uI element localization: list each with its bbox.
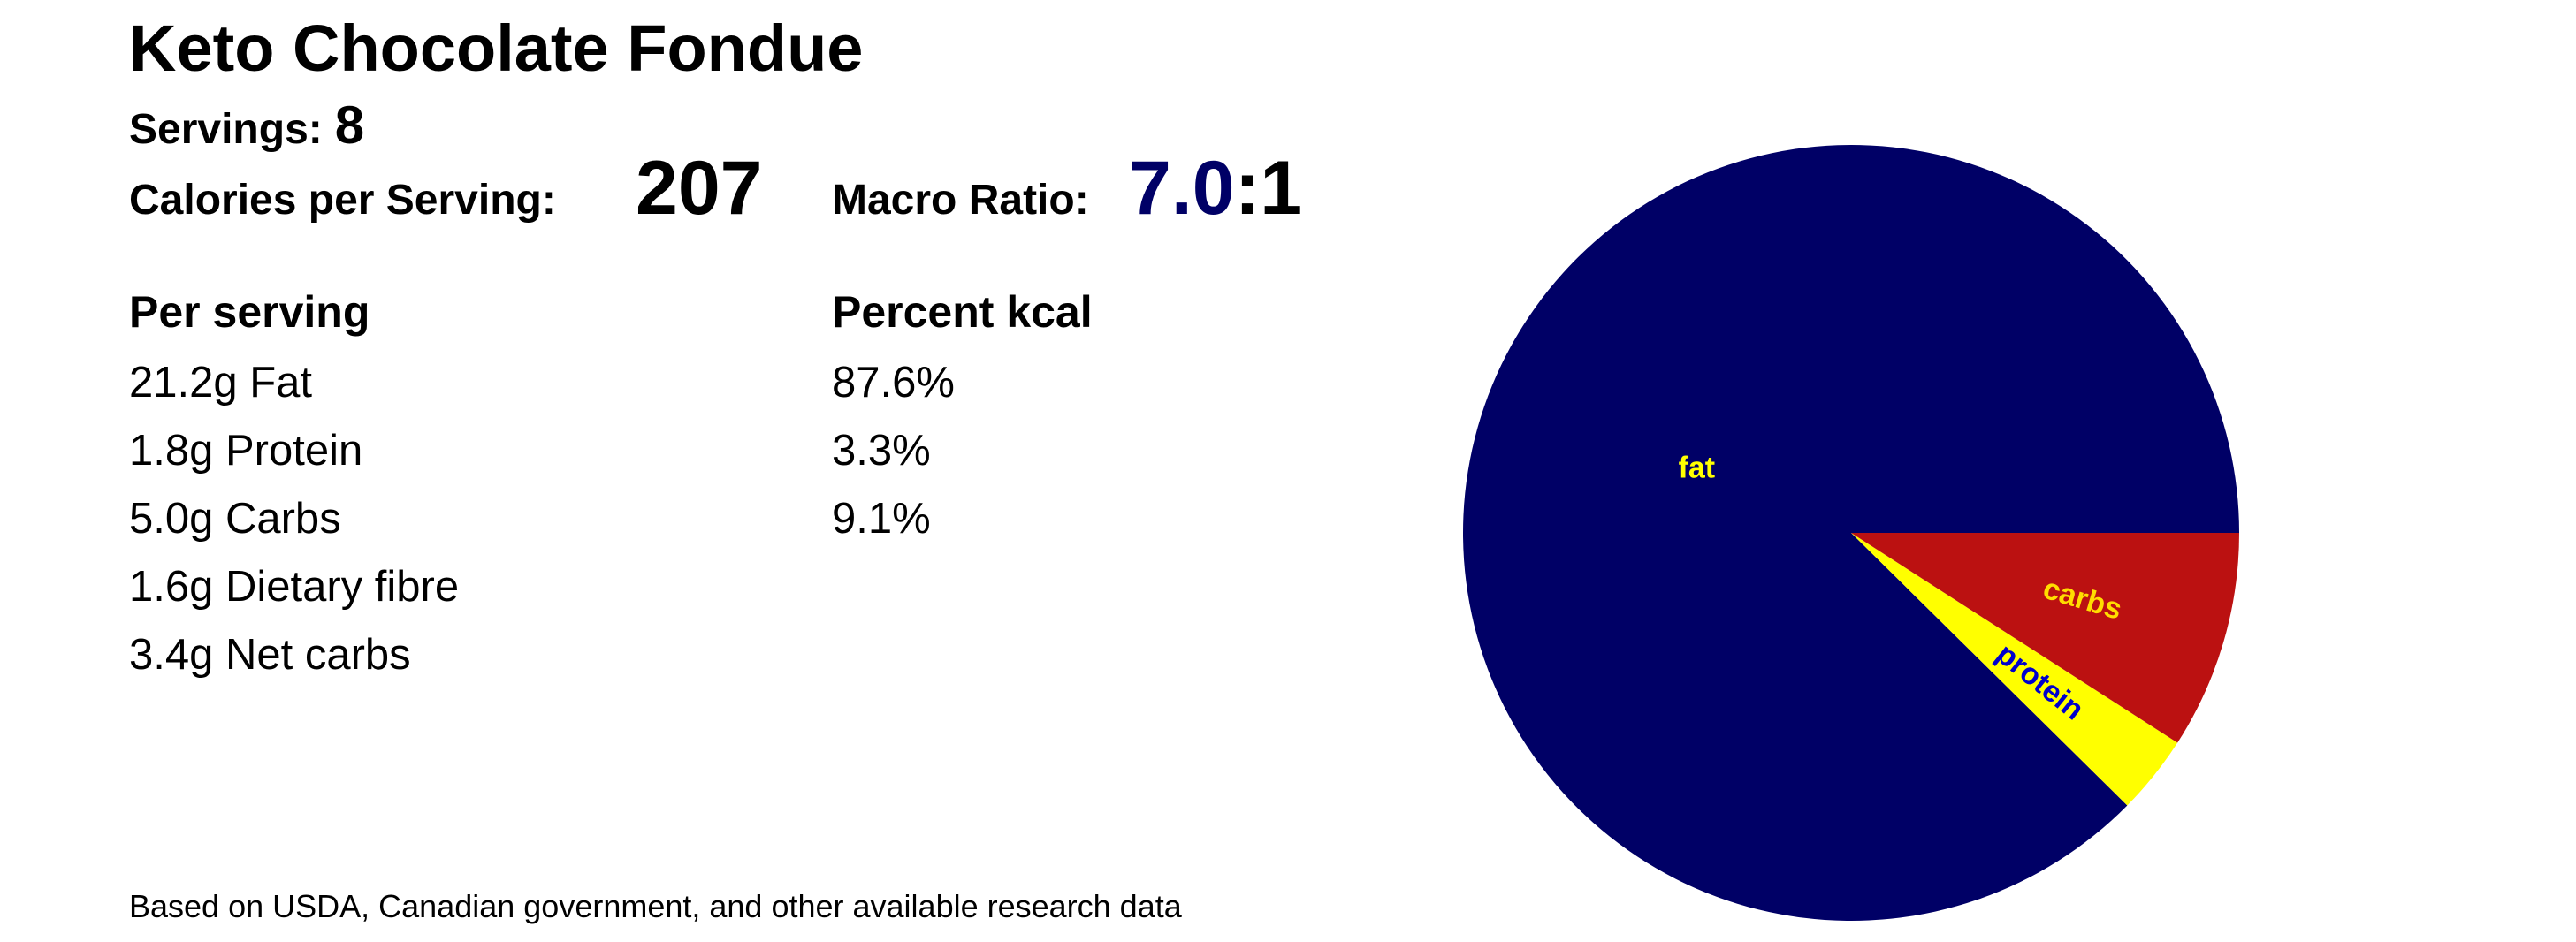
ratio-suffix: :1 <box>1235 146 1302 231</box>
per-serving-item: 21.2g Fat <box>129 359 312 406</box>
ratio-line: 7.0:1 <box>1129 146 1302 231</box>
per-serving-item: 1.6g Dietary fibre <box>129 563 459 611</box>
pie-slice <box>1851 533 2178 806</box>
pie-slice <box>1462 145 2239 922</box>
calories-label: Calories per Serving: <box>129 177 556 224</box>
per-serving-item: 3.4g Net carbs <box>129 631 411 679</box>
nutrient-rows: 21.2g Fat 1.8g Protein 5.0g Carbs 1.6g Diet… <box>129 359 955 679</box>
servings-value: 8 <box>335 95 364 155</box>
percent-kcal-item: 3.3% <box>832 427 931 475</box>
per-serving-item: 5.0g Carbs <box>129 495 341 543</box>
column-header: Percent kcal <box>832 287 1093 337</box>
per-serving-item: 1.8g Protein <box>129 427 362 475</box>
servings-label-text: Servings: <box>129 106 323 153</box>
percent-kcal-item: 87.6% <box>832 359 955 406</box>
column-header: Per serving <box>129 287 370 337</box>
servings-label: Servings: 8 <box>129 95 364 155</box>
percent-kcal-item: 9.1% <box>832 495 931 543</box>
pie-slice <box>1851 533 2239 743</box>
ratio-value: 7.0 <box>1129 146 1235 231</box>
ratio-label: Macro Ratio: <box>832 177 1089 224</box>
slice-label: fat <box>1679 451 1716 484</box>
title: Keto Chocolate Fondue <box>129 11 863 85</box>
calories-value: 207 <box>636 146 763 231</box>
footer: Based on USDA, Canadian government, and … <box>129 888 1183 924</box>
